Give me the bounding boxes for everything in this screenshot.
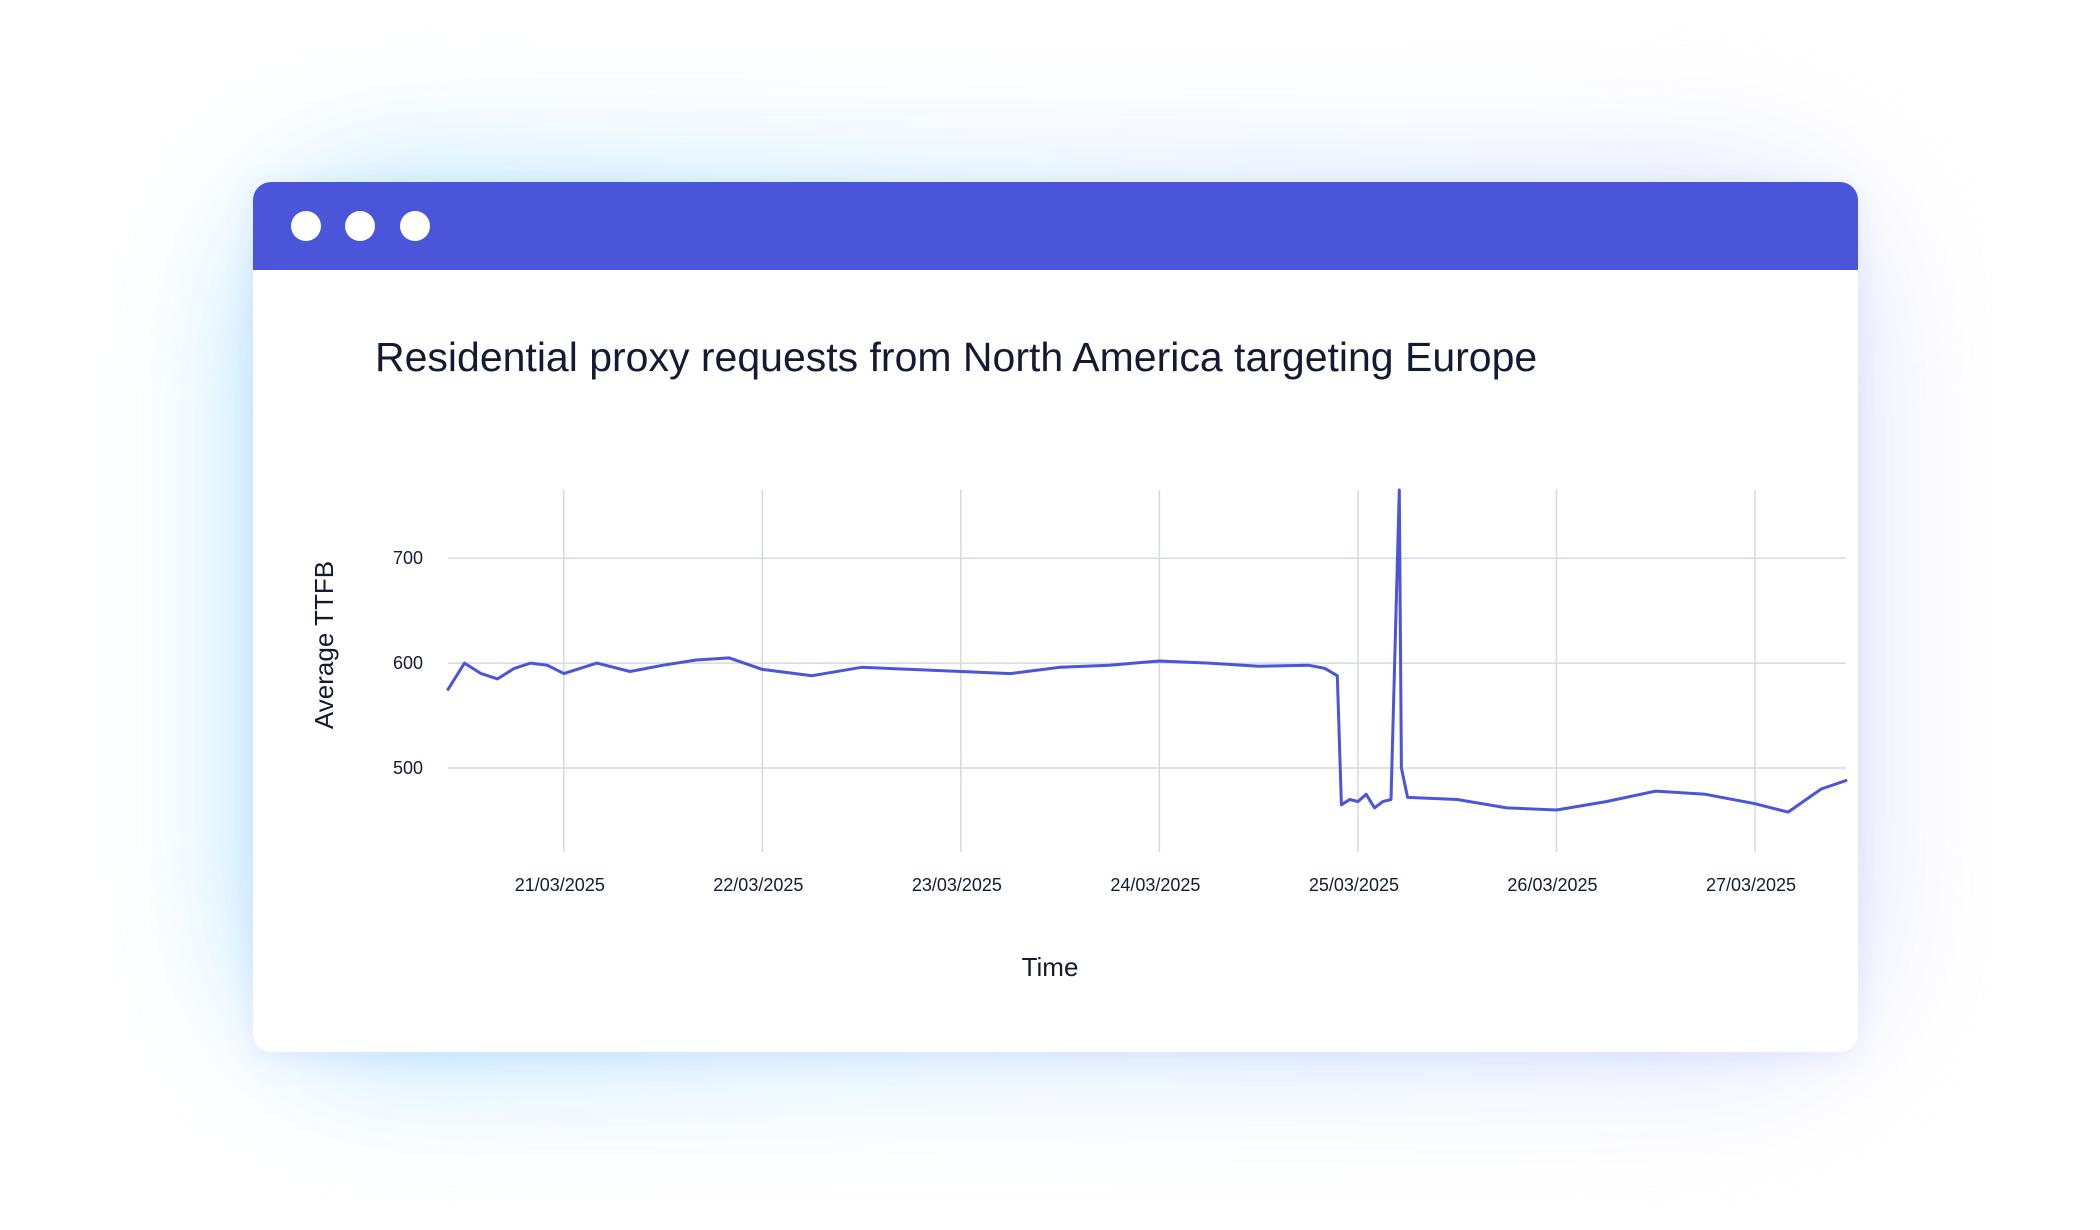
- y-axis-title: Average TTFB: [309, 561, 339, 729]
- browser-window: Residential proxy requests from North Am…: [253, 182, 1858, 1052]
- x-axis-title: Time: [1022, 952, 1079, 982]
- x-axis: 21/03/2025 22/03/2025 23/03/2025 24/03/2025…: [515, 875, 1796, 895]
- x-tick-label: 23/03/2025: [912, 875, 1002, 895]
- y-axis: 500 600 700: [393, 548, 423, 778]
- ttfb-series-line: [446, 488, 1848, 814]
- x-tick-label: 24/03/2025: [1110, 875, 1200, 895]
- x-tick-label: 25/03/2025: [1309, 875, 1399, 895]
- chart-title: Residential proxy requests from North Am…: [375, 334, 1538, 380]
- window-dot-3[interactable]: [400, 211, 430, 241]
- line-chart: 500 600 700 21/03/2025 22/03/2025 23/03/2025…: [309, 488, 1848, 982]
- window-dot-1[interactable]: [291, 211, 321, 241]
- window-titlebar: [253, 182, 1858, 270]
- chart-grid: [448, 490, 1846, 852]
- x-tick-label: 21/03/2025: [515, 875, 605, 895]
- x-tick-label: 22/03/2025: [713, 875, 803, 895]
- window-dot-2[interactable]: [345, 211, 375, 241]
- x-tick-label: 27/03/2025: [1706, 875, 1796, 895]
- y-tick-label: 600: [393, 653, 423, 673]
- x-tick-label: 26/03/2025: [1507, 875, 1597, 895]
- y-tick-label: 500: [393, 758, 423, 778]
- y-tick-label: 700: [393, 548, 423, 568]
